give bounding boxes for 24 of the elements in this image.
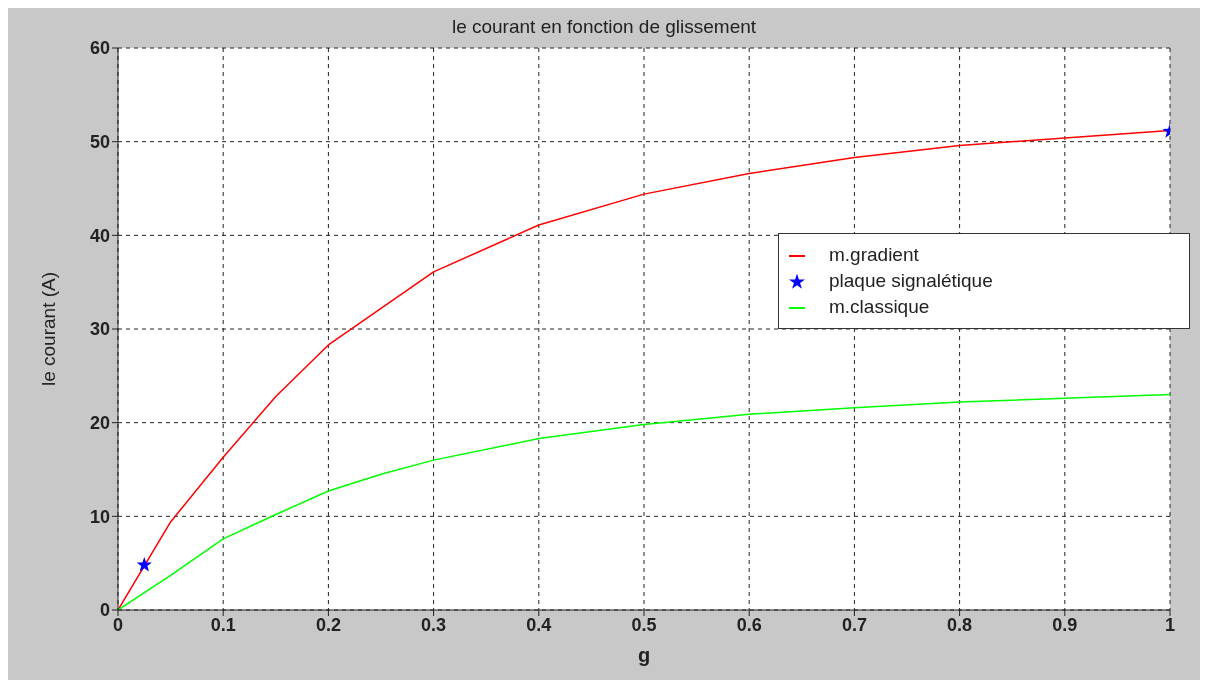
x-tick-label: 0.7 bbox=[841, 614, 867, 635]
x-tick-label: 0.3 bbox=[421, 614, 447, 635]
y-tick-label: 30 bbox=[89, 319, 110, 340]
legend-label: m.gradient bbox=[829, 244, 919, 265]
y-axis-title: le courant (A) bbox=[37, 271, 59, 387]
y-tick-label: 50 bbox=[89, 132, 110, 153]
x-tick-label: 0.9 bbox=[1052, 614, 1078, 635]
x-axis-title: g bbox=[637, 644, 651, 666]
y-tick-label: 40 bbox=[89, 225, 110, 246]
y-tick-label: 20 bbox=[89, 413, 110, 434]
x-tick-label: 0.2 bbox=[315, 614, 341, 635]
x-tick-label: 0.6 bbox=[736, 614, 762, 635]
x-tick-label: 0.5 bbox=[631, 614, 657, 635]
legend-label: m.classique bbox=[829, 296, 930, 317]
legend-label: plaque signalétique bbox=[829, 270, 993, 291]
x-tick-label: 0.1 bbox=[210, 614, 236, 635]
y-tick-label: 60 bbox=[89, 38, 110, 59]
x-tick-label: 0.4 bbox=[526, 614, 552, 635]
x-tick-label: 0 bbox=[112, 614, 124, 635]
y-tick-label: 10 bbox=[89, 506, 110, 527]
x-tick-label: 0.8 bbox=[947, 614, 973, 635]
y-tick-label: 0 bbox=[99, 600, 110, 621]
chart-title: le courant en fonction de glissement bbox=[450, 16, 758, 38]
x-tick-label: 1 bbox=[1164, 614, 1176, 635]
